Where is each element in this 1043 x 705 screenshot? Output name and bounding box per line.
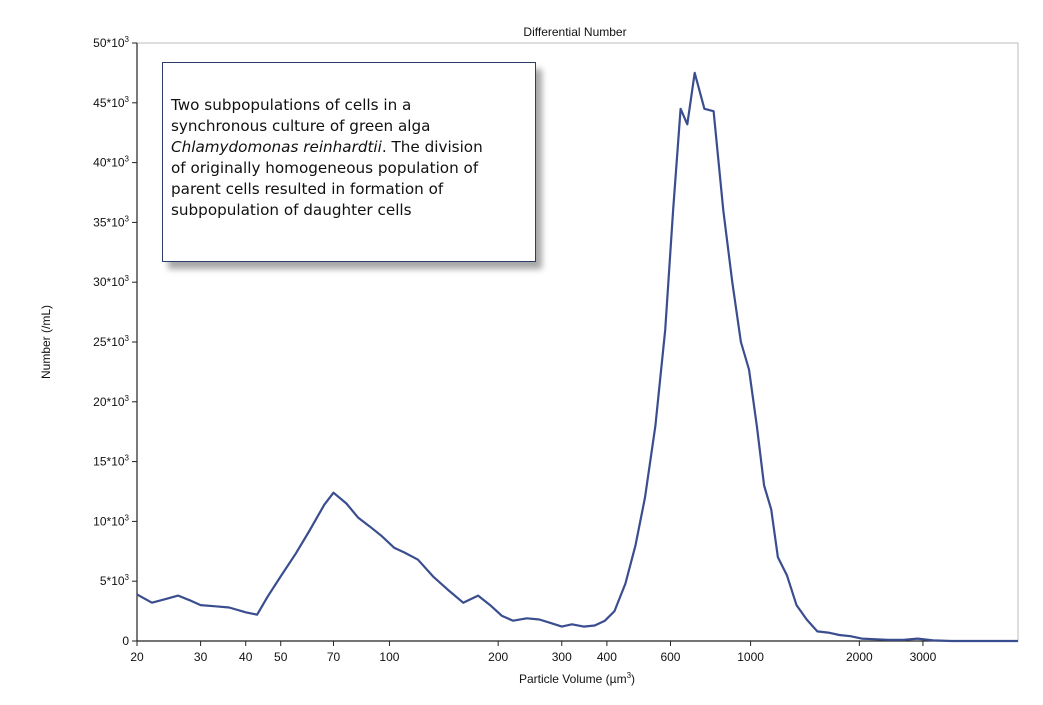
y-tick-label: 10*103: [93, 513, 129, 528]
series-layer: [136, 71, 1018, 643]
series-line: [136, 71, 1018, 643]
x-axis-ticks: 20 30 40 50 70 100 200 300 400 600 1000 2000 3000: [130, 641, 937, 664]
x-axis-title-superscript: 3: [627, 671, 632, 680]
annotation-box: Two subpopulations of cells in a synchro…: [162, 62, 536, 262]
x-tick-label: 50: [274, 650, 288, 664]
y-tick-label-exponent: 3: [125, 394, 130, 403]
y-tick-label: 30*103: [93, 274, 129, 289]
x-tick-label: 200: [488, 650, 508, 664]
x-tick-label: 600: [660, 650, 680, 664]
y-tick-label-exponent: 3: [125, 214, 130, 223]
y-tick-label-base: 25*10: [93, 335, 125, 349]
y-axis-title: Number (/mL): [39, 305, 53, 379]
x-tick-label: 2000: [846, 650, 873, 664]
y-tick-label-exponent: 3: [125, 334, 130, 343]
y-tick-label-base: 5*10: [100, 574, 125, 588]
y-tick-label-base: 20*10: [93, 395, 125, 409]
y-tick-label-exponent: 3: [125, 454, 130, 463]
y-tick-label-base: 30*10: [93, 275, 125, 289]
y-tick-label-exponent: 3: [125, 573, 130, 582]
annotation-line-5: parent cells resulted in formation of: [171, 180, 444, 198]
y-tick-label: 20*103: [93, 394, 129, 409]
x-tick-label: 3000: [910, 650, 937, 664]
annotation-line-3: Chlamydomonas reinhardtii. The division: [171, 137, 527, 158]
y-tick-label-exponent: 3: [125, 155, 130, 164]
y-tick-label: 25*103: [93, 334, 129, 349]
x-tick-label: 30: [194, 650, 208, 664]
y-tick-label: 40*103: [93, 155, 129, 170]
annotation-line-6: subpopulation of daughter cells: [171, 201, 412, 219]
y-tick-label: 50*103: [93, 35, 129, 50]
x-tick-label: 40: [239, 650, 253, 664]
x-tick-label: 300: [552, 650, 572, 664]
x-tick-label: 70: [327, 650, 341, 664]
annotation-line-2: synchronous culture of green alga: [171, 117, 431, 135]
y-tick-label-exponent: 3: [125, 95, 130, 104]
y-tick-label-exponent: 3: [125, 35, 130, 44]
x-tick-label: 1000: [737, 650, 764, 664]
y-tick-label: 0: [122, 634, 129, 648]
y-tick-label-base: 0: [122, 634, 129, 648]
annotation-line-4: of originally homogeneous population of: [171, 159, 479, 177]
annotation-species: Chlamydomonas reinhardtii: [171, 138, 382, 156]
chart-title: Differential Number: [523, 25, 626, 39]
y-tick-label-base: 15*10: [93, 455, 125, 469]
x-axis-title-main: Particle Volume (µm: [519, 672, 627, 686]
x-axis-title: Particle Volume (µm3): [519, 671, 635, 686]
y-tick-label-base: 40*10: [93, 156, 125, 170]
y-tick-label-base: 45*10: [93, 96, 125, 110]
x-tick-label: 20: [130, 650, 144, 664]
y-tick-label: 15*103: [93, 454, 129, 469]
y-axis-ticks: 05*10310*10315*10320*10325*10330*10335*1…: [93, 35, 137, 648]
y-tick-label-base: 10*10: [93, 514, 125, 528]
y-tick-label-exponent: 3: [125, 274, 130, 283]
y-tick-label-exponent: 3: [125, 513, 130, 522]
annotation-line-3-rest: . The division: [381, 138, 483, 156]
annotation-line-1: Two subpopulations of cells in a: [171, 96, 412, 114]
y-tick-label: 5*103: [100, 573, 130, 588]
x-tick-label: 100: [379, 650, 399, 664]
y-tick-label: 35*103: [93, 214, 129, 229]
x-tick-label: 400: [597, 650, 617, 664]
y-tick-label-base: 35*10: [93, 215, 125, 229]
y-tick-label: 45*103: [93, 95, 129, 110]
y-tick-label-base: 50*10: [93, 36, 125, 50]
x-axis-title-close: ): [631, 672, 635, 686]
